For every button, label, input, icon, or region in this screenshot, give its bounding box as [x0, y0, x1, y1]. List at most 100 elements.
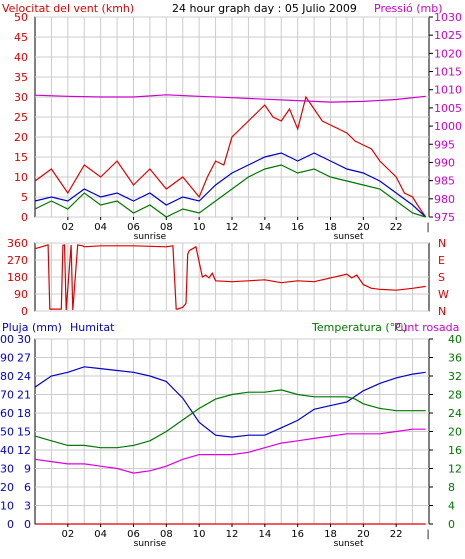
panel2-gridlines [35, 242, 429, 312]
compass-label: N [438, 305, 446, 318]
temperature-axis-title: Temperatura (°C) [311, 321, 407, 334]
x-tick-label: 10 [193, 222, 206, 233]
pressure-tick-label: 1020 [434, 47, 462, 60]
temp-tick-label: 12 [448, 463, 462, 476]
pressure-tick-label: 1015 [434, 66, 462, 79]
rain-tick-label: 9 [24, 463, 31, 476]
x-tick-label: 18 [324, 222, 337, 233]
rain-tick-label: 0 [24, 518, 31, 531]
chart-title: 24 hour graph day : 05 Julio 2009 [172, 2, 357, 15]
x-tick-label: 10 [193, 529, 206, 540]
temp-tick-label: 24 [448, 407, 462, 420]
panel2-series [34, 244, 426, 311]
sunset-label: sunset [334, 232, 364, 242]
pressure-tick-label: 995 [434, 138, 455, 151]
temp-tick-label: 40 [448, 333, 462, 346]
temp-tick-label: 28 [448, 389, 462, 402]
x-tick-label: 14 [258, 529, 271, 540]
pressure-axis-title: Pressió (mb) [374, 2, 443, 15]
compass-label: N [438, 237, 446, 250]
humidity-axis-title: Humitat [70, 321, 115, 334]
panel1-gridlines [35, 16, 429, 218]
rain-tick-label: 18 [17, 407, 31, 420]
pressure-tick-label: 1005 [434, 102, 462, 115]
wind-tick-label: 25 [14, 111, 28, 124]
wind-tick-label: 35 [14, 71, 28, 84]
pressure-tick-label: 1030 [434, 11, 462, 24]
humidity-tick-label: 90 [0, 352, 14, 365]
panel1-x-ticks: 02 04 06 08 10 12 14 16 18 20 22 | sunrise sunset [61, 217, 430, 242]
compass-label: E [438, 254, 445, 267]
x-tick-label: 12 [226, 222, 239, 233]
x-tick-label: 12 [226, 529, 239, 540]
temp-tick-label: 32 [448, 370, 462, 383]
panel1-left-ticks: 0 5 10 15 20 25 30 35 40 45 50 [14, 11, 28, 224]
x-end-tick: | [426, 222, 429, 233]
panel1-series [34, 94, 427, 218]
wind-tick-label: 15 [14, 151, 28, 164]
temp-tick-label: 0 [448, 518, 455, 531]
panel3-gridlines [35, 338, 429, 525]
series-minimum [34, 164, 426, 218]
x-tick-label: 06 [127, 529, 140, 540]
x-tick-label: 06 [127, 222, 140, 233]
humidity-tick-label: 20 [0, 481, 14, 494]
pressure-tick-label: 1000 [434, 120, 462, 133]
humidity-tick-label: 70 [0, 389, 14, 402]
temp-tick-label: 36 [448, 352, 462, 365]
humidity-tick-label: 10 [0, 500, 14, 513]
x-end-tick: | [426, 529, 429, 540]
rain-tick-label: 21 [17, 389, 31, 402]
wind-tick-label: 0 [21, 211, 28, 224]
sunrise-label: sunrise [134, 539, 167, 549]
rain-tick-label: 3 [24, 500, 31, 513]
panel2-left-ticks: 0 90 180 270 360 [7, 237, 28, 318]
x-tick-label: 02 [61, 529, 74, 540]
humidity-tick-label: 30 [0, 463, 14, 476]
wind-tick-label: 5 [21, 191, 28, 204]
x-tick-label: 08 [160, 529, 173, 540]
x-tick-label: 20 [357, 529, 370, 540]
direction-tick-label: 270 [7, 254, 28, 267]
pressure-tick-label: 985 [434, 175, 455, 188]
x-tick-label: 04 [94, 222, 107, 233]
wind-axis-title: Velocitat del vent (kmh) [2, 2, 134, 15]
rain-tick-label: 6 [24, 481, 31, 494]
x-tick-label: 22 [390, 222, 403, 233]
x-tick-label: 16 [291, 529, 304, 540]
humidity-temperature-panel: 0010320630940125015601870218024902710030… [0, 333, 462, 549]
pressure-tick-label: 990 [434, 156, 455, 169]
wind-tick-label: 40 [14, 51, 28, 64]
humidity-tick-label: 50 [0, 426, 14, 439]
compass-label: S [438, 271, 445, 284]
humidity-tick-label: 80 [0, 370, 14, 383]
humidity-tick-label: 60 [0, 407, 14, 420]
humidity-tick-label: 40 [0, 444, 14, 457]
rain-tick-label: 24 [17, 370, 31, 383]
wind-tick-label: 30 [14, 91, 28, 104]
temp-tick-label: 8 [448, 481, 455, 494]
humidity-tick-label: 0 [7, 518, 14, 531]
series-direction [34, 244, 426, 311]
pressure-tick-label: 975 [434, 211, 455, 224]
compass-label: W [438, 288, 449, 301]
x-tick-label: 04 [94, 529, 107, 540]
series-humidity [34, 366, 426, 438]
series-pressure [34, 94, 426, 103]
direction-tick-label: 360 [7, 237, 28, 250]
temp-tick-label: 4 [448, 500, 455, 513]
rain-tick-label: 30 [17, 333, 31, 346]
humidity-tick-label: 100 [0, 333, 14, 346]
x-tick-label: 20 [357, 222, 370, 233]
series-dewpoint [34, 428, 426, 474]
wind-tick-label: 10 [14, 171, 28, 184]
x-tick-label: 14 [258, 222, 271, 233]
series-average [34, 152, 427, 218]
x-tick-label: 08 [160, 222, 173, 233]
rain-tick-label: 15 [17, 426, 31, 439]
series-temperature [34, 389, 426, 449]
series-gust [34, 95, 427, 218]
wind-tick-label: 20 [14, 131, 28, 144]
